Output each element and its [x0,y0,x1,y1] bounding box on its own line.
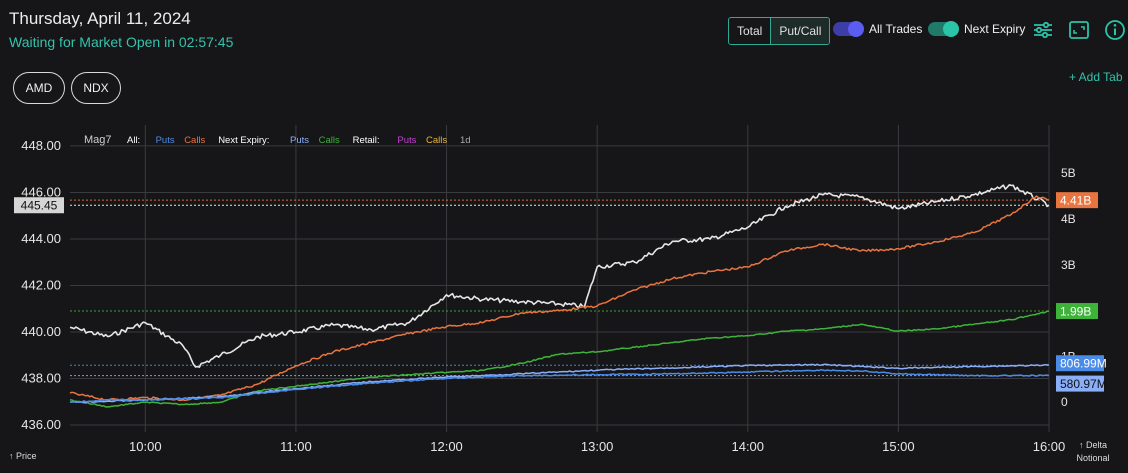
legend-item: Calls [319,135,340,146]
legend-item: All: [127,135,140,146]
series-line [69,195,1050,402]
legend: Mag7 All: Puts Calls Next Expiry: Puts Calls Re… [84,134,471,146]
right-axis-label-line1: ↑ Delta [1079,440,1107,450]
right-tick-label: 3B [1061,258,1076,272]
legend-item: 1d [460,135,471,146]
legend-item: Puts [397,135,416,146]
price-label: 445.45 [21,199,58,213]
x-tick-label: 16:00 [1033,439,1066,454]
expand-icon[interactable] [1068,19,1090,41]
x-tick-label: 13:00 [581,439,614,454]
legend-item: Calls [184,135,205,146]
series-line [69,310,1050,408]
series-line [69,184,1050,368]
right-tick-label: 5B [1061,166,1076,180]
legend-item: Puts [290,135,309,146]
left-tick-label: 442.00 [21,277,61,292]
all-trades-switch[interactable] [833,21,864,37]
x-tick-label: 10:00 [129,439,162,454]
series-group [69,184,1050,408]
sliders-icon[interactable] [1032,19,1054,41]
value-label-box [1056,375,1104,392]
all-trades-label: All Trades [869,22,923,36]
legend-item: Puts [156,135,175,146]
next-expiry-toggle[interactable]: Next Expiry [928,21,1026,37]
value-label: 806.99M [1060,357,1107,371]
plot-area [70,125,1049,432]
legend-item: Next Expiry: [218,135,269,146]
left-tick-label: 444.00 [21,231,61,246]
value-label-box [1056,355,1104,372]
series-line [69,368,1050,404]
right-tick-label: 4B [1061,212,1076,226]
tab-ndx[interactable]: NDX [71,72,121,104]
add-tab-button[interactable]: + Add Tab [1069,70,1123,84]
x-tick-label: 14:00 [731,439,764,454]
left-tick-label: 448.00 [21,138,61,153]
grid [70,125,1050,432]
tab-amd[interactable]: AMD [13,72,65,104]
price-label-box [14,197,64,214]
view-total-button[interactable]: Total [737,24,763,38]
right-tick-label: 0 [1061,395,1068,409]
left-tick-label: 440.00 [21,324,61,339]
market-status: Waiting for Market Open in 02:57:45 [9,34,234,50]
chart-title: Mag7 [84,134,112,146]
next-expiry-label: Next Expiry [964,22,1026,36]
axes: 10:00 11:00 12:00 13:00 14:00 15:00 16:00 436.0… [21,138,1075,454]
value-label-box [1056,303,1098,320]
right-axis-label-line2: Notional [1076,453,1109,463]
page-date: Thursday, April 11, 2024 [9,9,191,28]
view-toggle: Total Put/Call [728,17,831,45]
left-tick-label: 438.00 [21,371,61,386]
x-tick-label: 12:00 [430,439,463,454]
series-line [69,363,1050,404]
legend-item: Calls [426,135,447,146]
x-tick-label: 11:00 [280,439,312,454]
legend-item: Retail: [353,135,380,146]
value-labels: 445.45 4.41B 1.99B 806.99M 580.97M [14,192,1107,392]
all-trades-toggle[interactable]: All Trades [833,21,923,37]
value-label: 4.41B [1060,194,1091,208]
view-putcall-button[interactable]: Put/Call [770,18,830,44]
left-axis-label: ↑ Price [9,451,37,461]
next-expiry-switch[interactable] [928,21,959,37]
left-tick-label: 436.00 [21,417,61,432]
value-label-box [1056,192,1098,209]
left-tick-label: 446.00 [21,184,61,199]
value-label: 580.97M [1060,377,1107,391]
value-label: 1.99B [1060,305,1091,319]
x-tick-label: 15:00 [882,439,915,454]
info-icon[interactable] [1104,19,1126,41]
